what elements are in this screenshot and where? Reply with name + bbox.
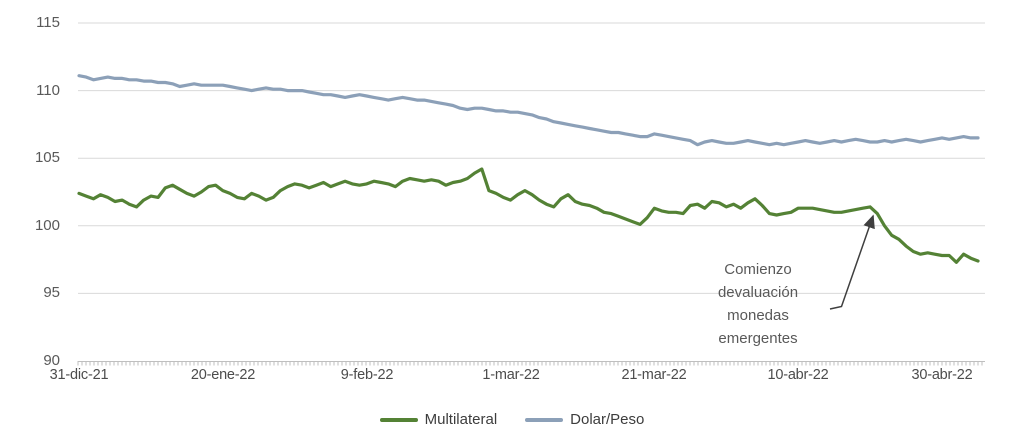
- annotation-arrow: [829, 214, 875, 310]
- x-axis-ticks: [77, 361, 983, 366]
- x-axis: [77, 361, 985, 366]
- series-lines: [77, 74, 980, 264]
- multilateral-line-swatch: [379, 417, 418, 422]
- legend-label-multilateral: Multilateral: [424, 411, 498, 428]
- legend-label-dolar-peso: Dolar/Peso: [570, 411, 645, 428]
- x-axis-tick-label: 30-abr-22: [911, 367, 973, 383]
- y-axis-tick-label: 115: [36, 14, 60, 31]
- dolar-peso-line-swatch: [525, 417, 564, 422]
- y-axis-tick-label: 90: [43, 352, 60, 369]
- annotation-arrow-line: [829, 214, 875, 310]
- y-axis-tick-label: 95: [43, 284, 60, 301]
- y-axis-tick-label: 105: [34, 149, 60, 166]
- x-axis-tick-label: 21-mar-22: [621, 367, 687, 383]
- legend-item-dolar-peso: Dolar/Peso: [525, 411, 644, 428]
- x-axis-tick-label: 10-abr-22: [767, 367, 829, 383]
- multilateral-line: [77, 167, 980, 264]
- x-axis-tick-label: 9-feb-22: [340, 367, 394, 383]
- y-axis-tick-label: 100: [34, 217, 60, 234]
- x-axis-tick-label: 31-dic-21: [49, 367, 109, 383]
- legend-item-multilateral: Multilateral: [379, 411, 498, 428]
- legend: Multilateral Dolar/Peso: [0, 411, 1024, 428]
- x-axis-tick-label: 1-mar-22: [482, 367, 540, 383]
- annotation-text: Comienzo devaluación monedas emergentes: [717, 261, 799, 347]
- x-axis-tick-label: 20-ene-22: [190, 367, 256, 383]
- gridlines: [78, 22, 985, 294]
- y-axis-tick-label: 110: [36, 82, 60, 99]
- dolar-peso-line: [77, 74, 980, 147]
